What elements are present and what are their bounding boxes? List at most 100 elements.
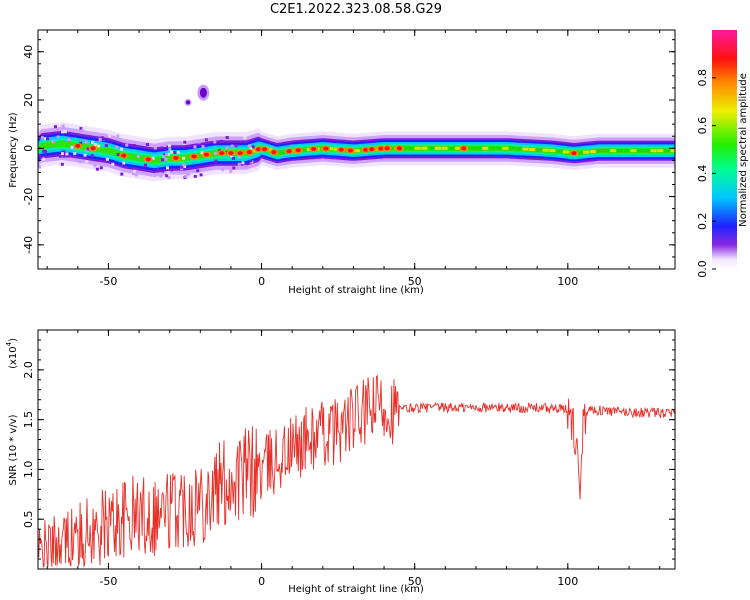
spectrogram-speckle	[193, 145, 197, 149]
spectrogram-ridge-dash	[522, 147, 529, 151]
spectrogram-speckle	[62, 150, 66, 154]
spectrogram-ridge-dash	[354, 149, 360, 153]
spectrogram-feature	[199, 87, 207, 98]
spectrogram-x-axis-label: Height of straight line (km)	[288, 285, 424, 296]
spectrogram-speckle	[70, 145, 74, 149]
spectrogram-ridge-dash	[488, 146, 495, 150]
spectrogram-speckle	[115, 145, 119, 149]
colorbar-gradient	[712, 30, 737, 269]
colorbar-tick-label: 0.8	[696, 69, 709, 87]
spectrogram-peak	[311, 147, 317, 152]
spectrogram-speckle	[120, 147, 124, 151]
spectrogram-speckle	[232, 156, 235, 160]
spectrogram-speckle	[80, 129, 84, 133]
snr-frame	[37, 329, 676, 570]
spectrogram-speckle	[200, 151, 204, 155]
snr-x-axis-label: Height of straight line (km)	[288, 584, 424, 595]
snr-y-tick-label: 1.0	[22, 461, 35, 479]
spectrogram-speckle	[225, 146, 229, 150]
spectrogram-speckle	[146, 143, 149, 146]
snr-plot-area	[38, 374, 675, 569]
spectrogram-ridge-dash	[408, 146, 414, 150]
spectrogram-ridge-dash	[576, 151, 583, 155]
svg-text:(x104): (x104)	[5, 338, 19, 369]
spectrogram-speckle	[213, 151, 217, 155]
snr-y-multiplier: (x104)	[5, 338, 19, 369]
spectrogram-peak	[363, 147, 369, 152]
spectrogram-speckle	[249, 159, 253, 163]
spectrogram-peak	[384, 146, 390, 151]
spectrogram-speckle	[134, 173, 138, 177]
spectrogram-speckle	[214, 159, 218, 163]
spectrogram-peak	[378, 146, 384, 151]
spectrogram-speckle	[60, 152, 64, 156]
spectrogram-speckle	[249, 147, 253, 151]
spectrogram-peak	[323, 146, 329, 151]
spectrogram-ridge-dash	[583, 150, 590, 154]
spectrogram-peak	[228, 151, 234, 156]
spectrogram-speckle	[132, 144, 136, 147]
spectrogram-ridge-dash	[421, 146, 428, 150]
spectrogram-speckle	[251, 145, 255, 149]
spectrogram-speckle	[79, 160, 82, 164]
spectrogram-speckle	[230, 144, 234, 148]
spectrogram-peak	[347, 148, 353, 153]
spectrogram-speckle	[38, 153, 42, 157]
spectrogram-speckle	[151, 156, 155, 160]
spectrogram-speckle	[125, 143, 129, 147]
spectrogram-frame	[37, 29, 676, 270]
spectrogram-peak	[295, 148, 301, 153]
spectrogram-peak	[246, 150, 252, 155]
spectrogram-speckle	[170, 150, 173, 154]
spectrogram-speckle	[132, 172, 135, 176]
spectrogram-speckle	[166, 171, 170, 175]
figure-title: C2E1.2022.323.08.58.G29	[270, 2, 442, 17]
spectrogram-speckle	[234, 144, 238, 148]
spectrogram-speckle	[93, 164, 97, 168]
spectrogram-speckle	[166, 152, 170, 156]
spectrogram-ridge-dash	[596, 149, 603, 153]
spectrogram-speckle	[163, 153, 167, 157]
spectrogram-ridge-dash	[562, 150, 569, 154]
spectrogram-ridge-dash	[266, 148, 273, 152]
spectrogram-ridge-dash	[428, 146, 435, 150]
spectrogram-speckle	[167, 176, 171, 180]
spectrogram-ridge-dash	[643, 149, 650, 153]
spectrogram-ridge-dash	[482, 146, 489, 150]
spectrogram-speckle	[166, 166, 169, 170]
spectrogram-ridge-dash	[475, 146, 482, 150]
spectrogram-speckle	[184, 175, 188, 178]
spectrogram-speckle	[83, 153, 87, 157]
multiplier-base: (x10	[8, 346, 19, 369]
spectrogram-ridge-dash	[549, 149, 556, 152]
spectrogram-peak	[90, 146, 96, 151]
spectrogram-plot-area	[38, 84, 675, 182]
spectrogram-speckle	[98, 137, 102, 141]
spectrogram-ridge-dash	[279, 151, 286, 155]
spectrogram-speckle	[182, 163, 186, 167]
spectrogram-ridge-dash	[589, 150, 596, 154]
multiplier-close: )	[8, 338, 19, 342]
spectrogram-speckle	[168, 147, 172, 151]
spectrogram-x-tick-label: 0	[258, 275, 265, 288]
spectrogram-speckle	[79, 141, 83, 145]
spectrogram-ridge-dash	[623, 149, 630, 153]
spectrogram-speckle	[104, 144, 108, 147]
snr-y-axis-label: SNR (10 * v/v)	[8, 414, 19, 485]
spectrogram-speckle	[232, 166, 236, 170]
spectrogram-ridge-dash	[542, 148, 549, 152]
snr-series-line	[38, 374, 675, 569]
spectrogram-peak	[571, 151, 577, 156]
spectrogram-speckle	[65, 154, 69, 158]
spectrogram-speckle	[51, 140, 55, 144]
spectrogram-speckle	[183, 140, 187, 144]
spectrogram-speckle	[79, 127, 83, 131]
spectrogram-speckle	[196, 169, 200, 173]
spectrogram-peak	[255, 147, 262, 152]
spectrogram-ridge-dash	[414, 146, 421, 150]
spectrogram-speckle	[173, 151, 177, 154]
spectrogram-ridge-dash	[657, 149, 664, 153]
spectrogram-speckle	[63, 130, 67, 134]
spectrogram-speckle	[213, 140, 217, 144]
spectrogram-speckle	[65, 152, 69, 156]
